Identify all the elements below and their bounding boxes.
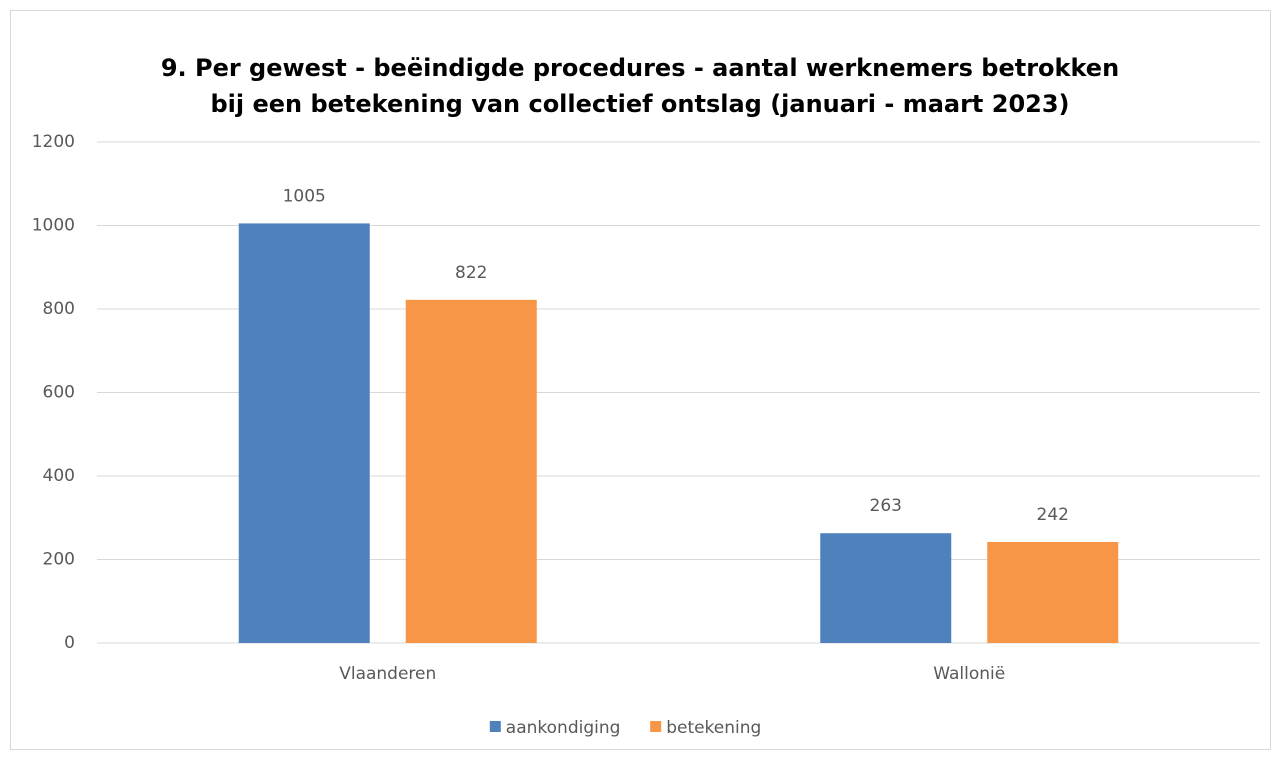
data-label: 242	[1037, 505, 1069, 525]
y-tick-label: 800	[43, 299, 75, 319]
y-tick-label: 1200	[32, 132, 75, 152]
bar	[987, 541, 1119, 643]
y-tick-label: 1000	[32, 216, 75, 236]
data-label: 263	[870, 496, 902, 516]
y-tick-label: 400	[43, 466, 75, 486]
y-tick-label: 600	[43, 383, 75, 403]
data-label: 1005	[283, 186, 326, 206]
legend-label: betekening	[666, 718, 761, 738]
legend-swatch	[650, 721, 662, 732]
y-tick-label: 200	[43, 550, 75, 570]
bar	[820, 533, 952, 643]
x-tick-label: Vlaanderen	[339, 664, 436, 684]
legend-label: aankondiging	[506, 718, 621, 738]
chart-title: 9. Per gewest - beëindigde procedures - …	[160, 54, 1120, 118]
y-tick-label: 0	[64, 633, 75, 653]
x-tick-label: Wallonië	[933, 664, 1005, 684]
bar	[405, 299, 537, 643]
data-label: 822	[455, 263, 487, 283]
bar	[238, 223, 370, 643]
legend-swatch	[489, 721, 501, 732]
